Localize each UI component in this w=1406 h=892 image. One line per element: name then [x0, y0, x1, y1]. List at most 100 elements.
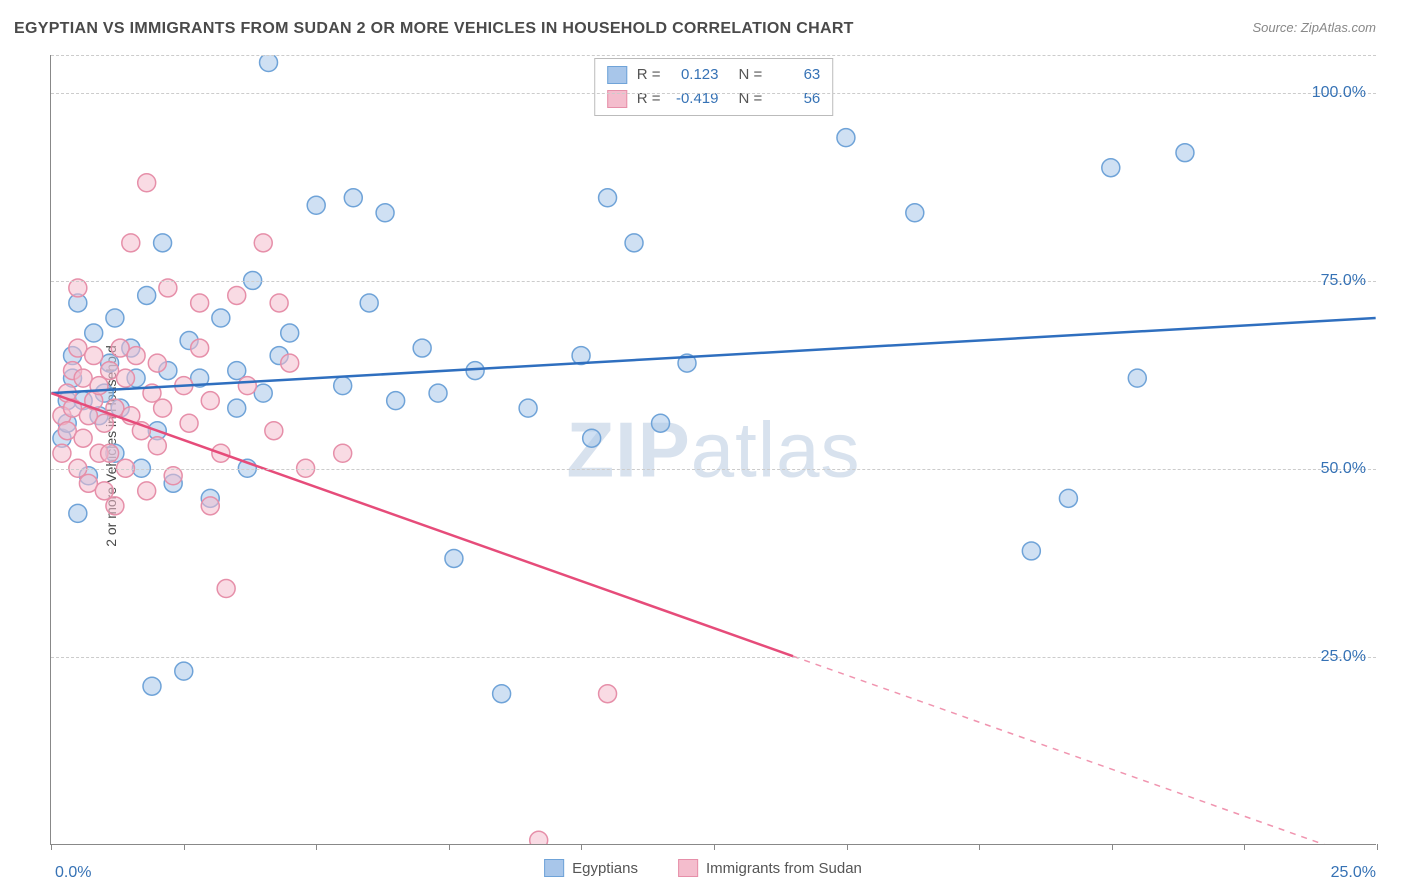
data-point: [143, 677, 161, 695]
data-point: [101, 444, 119, 462]
data-point: [64, 362, 82, 380]
data-point: [85, 347, 103, 365]
legend-r-label: R =: [637, 87, 661, 111]
y-tick-label: 75.0%: [1321, 272, 1366, 290]
data-point: [387, 392, 405, 410]
data-point: [466, 362, 484, 380]
data-point: [74, 369, 92, 387]
data-point: [111, 339, 129, 357]
data-point: [154, 234, 172, 252]
legend-n-value: 63: [772, 63, 820, 87]
data-point: [281, 354, 299, 372]
y-tick-label: 25.0%: [1321, 648, 1366, 666]
data-point: [228, 286, 246, 304]
data-point: [127, 369, 145, 387]
data-point: [95, 384, 113, 402]
data-point: [678, 354, 696, 372]
data-point: [74, 392, 92, 410]
gridline: [51, 281, 1376, 282]
data-point: [117, 369, 135, 387]
data-point: [148, 354, 166, 372]
data-point: [79, 474, 97, 492]
data-point: [175, 662, 193, 680]
data-point: [1022, 542, 1040, 560]
data-point: [376, 204, 394, 222]
data-point: [122, 407, 140, 425]
data-point: [159, 362, 177, 380]
data-point: [519, 399, 537, 417]
x-tick: [979, 844, 980, 850]
data-point: [143, 384, 161, 402]
data-point: [334, 444, 352, 462]
data-point: [138, 174, 156, 192]
legend-n-value: 56: [772, 87, 820, 111]
data-point: [58, 384, 76, 402]
legend-swatch: [607, 66, 627, 84]
data-point: [90, 444, 108, 462]
x-tick: [1244, 844, 1245, 850]
legend-r-value: 0.123: [671, 63, 719, 87]
chart-plot-area: ZIPatlas R =0.123N =63R =-0.419N =56 25.…: [50, 55, 1376, 845]
data-point: [138, 482, 156, 500]
data-point: [90, 407, 108, 425]
data-point: [307, 196, 325, 214]
data-point: [572, 347, 590, 365]
data-point: [148, 422, 166, 440]
data-point: [69, 504, 87, 522]
gridline: [51, 55, 1376, 56]
gridline: [51, 93, 1376, 94]
y-tick-label: 100.0%: [1312, 84, 1366, 102]
data-point: [85, 392, 103, 410]
data-point: [64, 399, 82, 417]
data-point: [265, 422, 283, 440]
data-point: [64, 347, 82, 365]
legend-item: Immigrants from Sudan: [678, 859, 862, 877]
x-tick: [581, 844, 582, 850]
x-tick: [1112, 844, 1113, 850]
data-point: [191, 369, 209, 387]
chart-title: EGYPTIAN VS IMMIGRANTS FROM SUDAN 2 OR M…: [14, 20, 854, 38]
data-point: [906, 204, 924, 222]
x-tick: [316, 844, 317, 850]
data-point: [217, 580, 235, 598]
data-point: [154, 399, 172, 417]
data-point: [344, 189, 362, 207]
legend-swatch: [544, 859, 564, 877]
data-point: [254, 384, 272, 402]
x-tick: [51, 844, 52, 850]
data-point: [837, 129, 855, 147]
data-point: [238, 377, 256, 395]
data-point: [127, 347, 145, 365]
data-point: [212, 309, 230, 327]
x-tick: [184, 844, 185, 850]
x-axis-min-label: 0.0%: [55, 864, 91, 882]
y-tick-label: 50.0%: [1321, 460, 1366, 478]
data-point: [106, 309, 124, 327]
data-point: [53, 407, 71, 425]
data-point: [583, 429, 601, 447]
data-point: [201, 497, 219, 515]
data-point: [148, 437, 166, 455]
data-point: [281, 324, 299, 342]
data-point: [95, 482, 113, 500]
data-point: [58, 414, 76, 432]
legend-label: Egyptians: [572, 860, 638, 877]
trend-line-extrap: [793, 656, 1376, 844]
x-tick: [714, 844, 715, 850]
source-label: Source: ZipAtlas.com: [1252, 20, 1376, 35]
chart-svg: [51, 55, 1376, 844]
data-point: [64, 369, 82, 387]
data-point: [74, 429, 92, 447]
data-point: [132, 422, 150, 440]
data-point: [106, 444, 124, 462]
legend-r-value: -0.419: [671, 87, 719, 111]
watermark-atlas: atlas: [691, 405, 861, 493]
data-point: [530, 831, 548, 844]
data-point: [53, 429, 71, 447]
data-point: [599, 189, 617, 207]
data-point: [101, 362, 119, 380]
data-point: [201, 489, 219, 507]
watermark-zip: ZIP: [566, 405, 690, 493]
trend-line: [51, 318, 1375, 393]
data-point: [122, 234, 140, 252]
